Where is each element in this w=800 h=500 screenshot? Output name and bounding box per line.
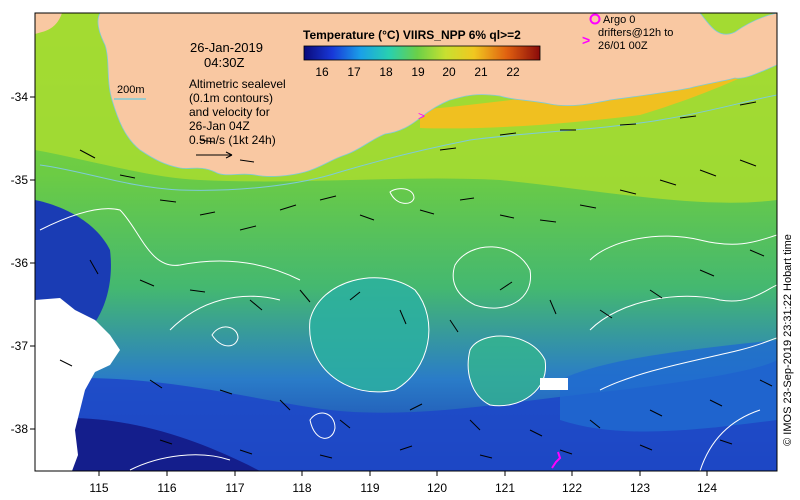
lon-tick-124: 124 — [697, 481, 717, 495]
map-date: 26-Jan-2019 — [190, 40, 263, 55]
lon-tick-123: 123 — [630, 481, 650, 495]
desc-line-3: and velocity for — [189, 105, 270, 119]
velocity-scale-arrow — [196, 151, 233, 159]
colorbar-tick-20: 20 — [442, 65, 456, 79]
argo-label: Argo 0 — [603, 14, 635, 26]
lon-tick-122: 122 — [562, 481, 582, 495]
eddy-core-east — [468, 336, 546, 406]
lon-tick-115: 115 — [89, 481, 108, 495]
lon-tick-120: 120 — [427, 481, 447, 495]
cloud-mask-west — [35, 298, 120, 471]
lon-tick-117: 117 — [225, 481, 244, 495]
land-west-corner — [35, 13, 62, 34]
desc-line-2: (0.1m contours) — [189, 91, 273, 105]
plot-frame — [34, 12, 778, 472]
lat-tick-34: -34 — [11, 90, 29, 104]
colorbar-tick-16: 16 — [315, 65, 329, 79]
cool-water-deep — [35, 418, 260, 471]
desc-line-1: Altimetric sealevel — [189, 77, 286, 91]
lat-tick-38: -38 — [11, 422, 29, 436]
isobath-200m — [39, 94, 777, 191]
lon-tick-118: 118 — [292, 481, 311, 495]
warm-coastal-strip — [420, 25, 777, 129]
colorbar-ramp — [303, 45, 541, 61]
axis-tick-marks — [30, 96, 708, 476]
lat-tick-labels: -34 -35 -36 -37 -38 — [11, 90, 29, 436]
altimetry-description: Altimetric sealevel (0.1m contours) and … — [189, 77, 286, 147]
colorbar-tick-17: 17 — [347, 65, 361, 79]
drifter-marker-map: > — [418, 109, 425, 123]
map-time: 04:30Z — [204, 55, 245, 70]
lon-tick-labels: 115 116 117 118 119 120 121 122 123 124 — [89, 481, 717, 495]
colorbar-tick-21: 21 — [474, 65, 488, 79]
lon-tick-116: 116 — [157, 481, 176, 495]
colorbar-tick-18: 18 — [379, 65, 393, 79]
drifter-legend-icon: > — [582, 32, 590, 48]
isobath-label: 200m — [117, 84, 145, 96]
lon-tick-121: 121 — [495, 481, 515, 495]
cool-water-south — [35, 360, 777, 471]
credit-block: © IMOS 23-Sep-2019 23:31:22 Hobart time — [780, 210, 796, 470]
colorbar: Temperature (°C) VIIRS_NPP 6% ql>=2 16 1… — [303, 28, 541, 79]
drifter-label-line-1: drifters@12h to — [598, 27, 673, 39]
colorbar-tick-19: 19 — [411, 65, 425, 79]
lat-tick-37: -37 — [11, 339, 29, 353]
cloud-mask-south — [540, 378, 568, 390]
lon-tick-119: 119 — [360, 481, 379, 495]
argo-legend-icon — [589, 13, 601, 25]
velocity-vectors — [59, 101, 773, 459]
cool-patch-east — [560, 340, 777, 432]
timestamp-block: 26-Jan-2019 04:30Z — [190, 40, 263, 70]
imos-credit: © IMOS 23-Sep-2019 23:31:22 Hobart time — [782, 234, 794, 446]
desc-line-4: 26-Jan 04Z — [189, 119, 250, 133]
velocity-scale-label: 0.5m/s (1kt 24h) — [189, 133, 276, 147]
drifter-label-line-2: 26/01 00Z — [598, 40, 648, 52]
colorbar-tick-22: 22 — [506, 65, 520, 79]
colorbar-title: Temperature (°C) VIIRS_NPP 6% ql>=2 — [303, 28, 521, 42]
float-legend: Argo 0 drifters@12h to 26/01 00Z — [598, 14, 673, 52]
eddy-core-west — [309, 277, 429, 392]
australia-landmass — [97, 13, 777, 177]
lat-tick-35: -35 — [11, 173, 29, 187]
sea-level-contours — [39, 188, 777, 471]
lat-tick-36: -36 — [11, 256, 29, 270]
drifter-track — [551, 451, 562, 469]
